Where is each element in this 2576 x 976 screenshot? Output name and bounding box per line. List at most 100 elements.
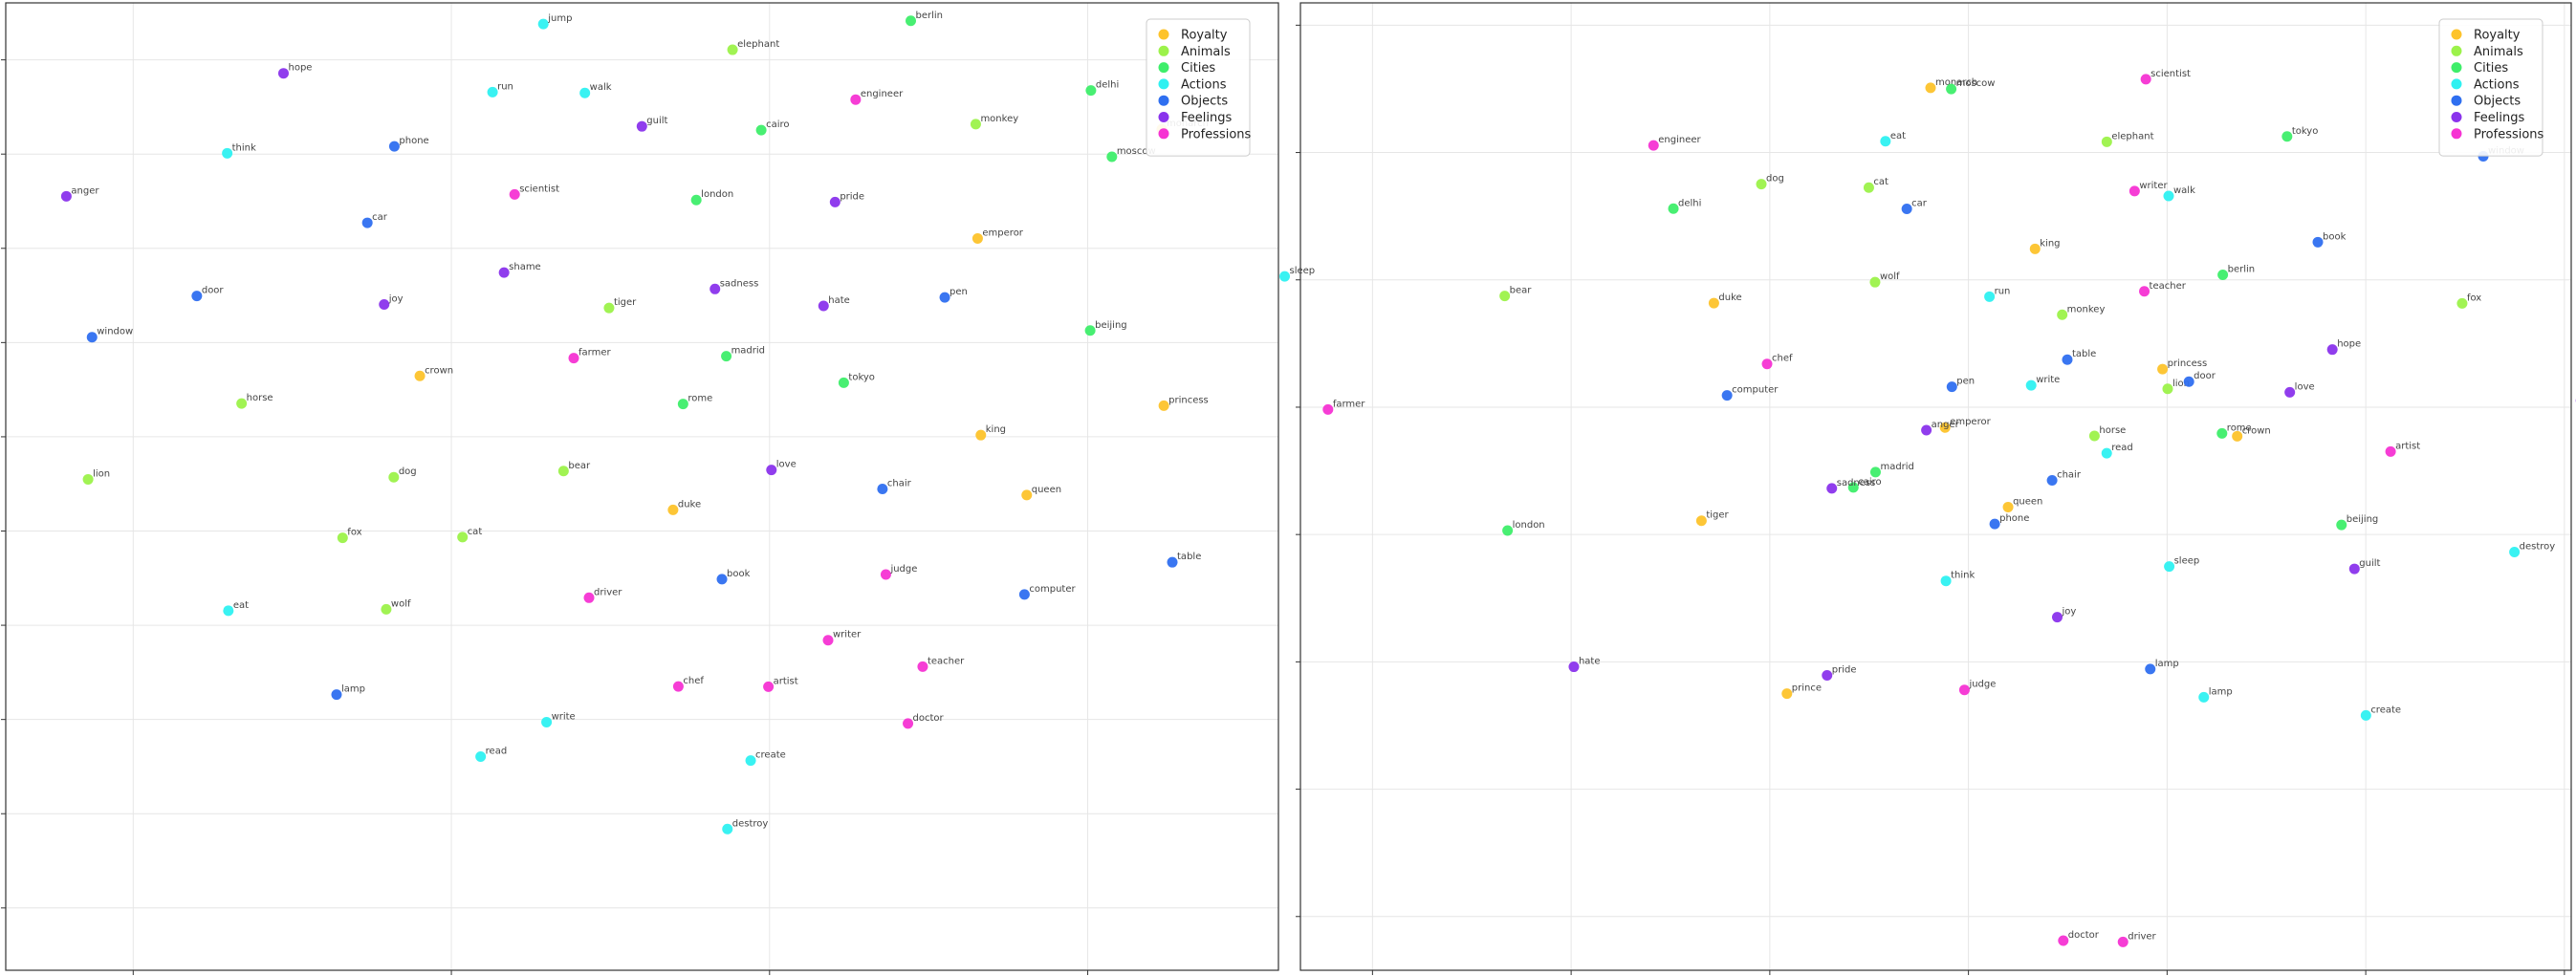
point-pen xyxy=(1946,381,1957,393)
point-label-queen: queen xyxy=(2013,496,2042,507)
point-guilt xyxy=(636,120,647,132)
point-prince xyxy=(1781,688,1793,700)
point-label-guilt: guilt xyxy=(646,116,667,126)
point-label-love: love xyxy=(776,460,797,470)
legend-label-objects: Objects xyxy=(2474,95,2521,109)
point-label-farmer: farmer xyxy=(579,348,611,358)
legend-marker-feelings xyxy=(1158,112,1169,122)
point-label-engineer: engineer xyxy=(861,89,904,99)
point-sleep xyxy=(1279,271,1291,282)
point-engineer xyxy=(850,94,862,105)
point-doctor xyxy=(2058,935,2069,946)
point-walk xyxy=(579,87,591,98)
point-label-moscow: moscow xyxy=(1956,78,1996,89)
point-book xyxy=(716,574,728,585)
legend-marker-objects xyxy=(1158,95,1169,106)
point-label-emperor: emperor xyxy=(1950,417,1991,427)
point-hate xyxy=(818,300,829,312)
point-label-moscow: moscow xyxy=(1117,146,1156,157)
point-car xyxy=(361,217,373,228)
point-create xyxy=(745,755,756,767)
point-horse xyxy=(236,398,248,409)
point-label-prince: prince xyxy=(1792,683,1822,694)
point-car xyxy=(1901,204,1912,215)
point-phone xyxy=(388,141,400,152)
point-label-pen: pen xyxy=(950,287,968,297)
point-artist xyxy=(2385,445,2396,457)
point-computer xyxy=(1018,589,1030,600)
point-queen xyxy=(1021,489,1033,501)
point-label-writer: writer xyxy=(833,630,862,640)
point-label-tokyo: tokyo xyxy=(848,372,875,382)
point-wolf xyxy=(381,603,392,615)
legend-marker-animals xyxy=(1158,45,1169,56)
point-cat xyxy=(1863,182,1874,193)
point-sleep xyxy=(2164,561,2175,573)
point-label-rome: rome xyxy=(2227,423,2252,433)
point-table xyxy=(2062,354,2073,365)
point-delhi xyxy=(1668,203,1679,214)
point-label-artist: artist xyxy=(774,676,798,686)
legend-label-feelings: Feelings xyxy=(1181,111,1232,125)
point-madrid xyxy=(721,351,732,362)
point-read xyxy=(2101,447,2112,459)
legend-marker-cities xyxy=(1158,62,1169,74)
point-label-car: car xyxy=(372,212,388,223)
point-label-hope: hope xyxy=(288,63,312,74)
point-label-queen: queen xyxy=(1032,485,1061,495)
point-label-bear: bear xyxy=(1510,286,1533,296)
legend-marker-actions xyxy=(1158,78,1169,90)
point-chef xyxy=(672,681,684,692)
point-label-princess: princess xyxy=(1168,395,1209,405)
point-elephant xyxy=(727,44,738,55)
series-professions: engineerscientistfarmerjudgedriverwriter… xyxy=(509,89,965,729)
point-dog xyxy=(1756,179,1767,190)
point-label-write: write xyxy=(552,711,576,722)
point-driver xyxy=(2117,936,2128,947)
point-monkey xyxy=(2057,309,2068,320)
point-tokyo xyxy=(838,377,849,388)
point-label-jump: jump xyxy=(547,13,572,24)
point-eat xyxy=(1880,136,1891,147)
point-label-phone: phone xyxy=(399,136,428,146)
point-scientist xyxy=(2140,74,2151,85)
point-label-fox: fox xyxy=(2467,293,2481,303)
point-label-doctor: doctor xyxy=(913,713,945,724)
point-label-anger: anger xyxy=(1932,420,1960,430)
point-label-madrid: madrid xyxy=(1880,462,1913,472)
point-cairo xyxy=(1847,482,1859,493)
point-chef xyxy=(1761,358,1773,370)
point-label-phone: phone xyxy=(1999,513,2029,524)
axes-frame xyxy=(1299,2,2572,971)
point-lion xyxy=(82,473,94,485)
point-read xyxy=(475,751,487,763)
point-label-chef: chef xyxy=(683,676,704,686)
legend-marker-royalty xyxy=(2451,29,2462,40)
point-label-scientist: scientist xyxy=(519,184,559,194)
point-label-lamp: lamp xyxy=(2155,659,2179,669)
legend-label-royalty: Royalty xyxy=(1181,29,1228,43)
point-label-tiger: tiger xyxy=(1706,510,1729,521)
point-label-walk: walk xyxy=(2173,185,2195,196)
point-eat xyxy=(223,605,234,617)
point-label-lamp: lamp xyxy=(2209,686,2233,697)
legend-label-objects: Objects xyxy=(1181,95,1228,109)
point-label-berlin: berlin xyxy=(916,11,944,21)
point-rome xyxy=(677,399,688,410)
point-label-duke: duke xyxy=(678,499,701,510)
point-label-wolf: wolf xyxy=(1880,271,1900,282)
legend-marker-royalty xyxy=(1158,29,1169,40)
legend-box xyxy=(2438,18,2543,157)
point-joy xyxy=(379,299,390,311)
point-window xyxy=(86,332,98,343)
point-beijing xyxy=(1084,325,1096,336)
point-label-lion: lion xyxy=(93,468,110,479)
point-label-engineer: engineer xyxy=(1658,135,1701,145)
point-label-dog: dog xyxy=(399,466,417,477)
legend-label-animals: Animals xyxy=(1181,45,1231,59)
point-label-anger: anger xyxy=(71,185,99,196)
point-princess xyxy=(2157,363,2169,375)
point-label-horse: horse xyxy=(247,393,273,403)
point-elephant xyxy=(2101,136,2112,147)
point-label-destroy: destroy xyxy=(732,818,769,829)
